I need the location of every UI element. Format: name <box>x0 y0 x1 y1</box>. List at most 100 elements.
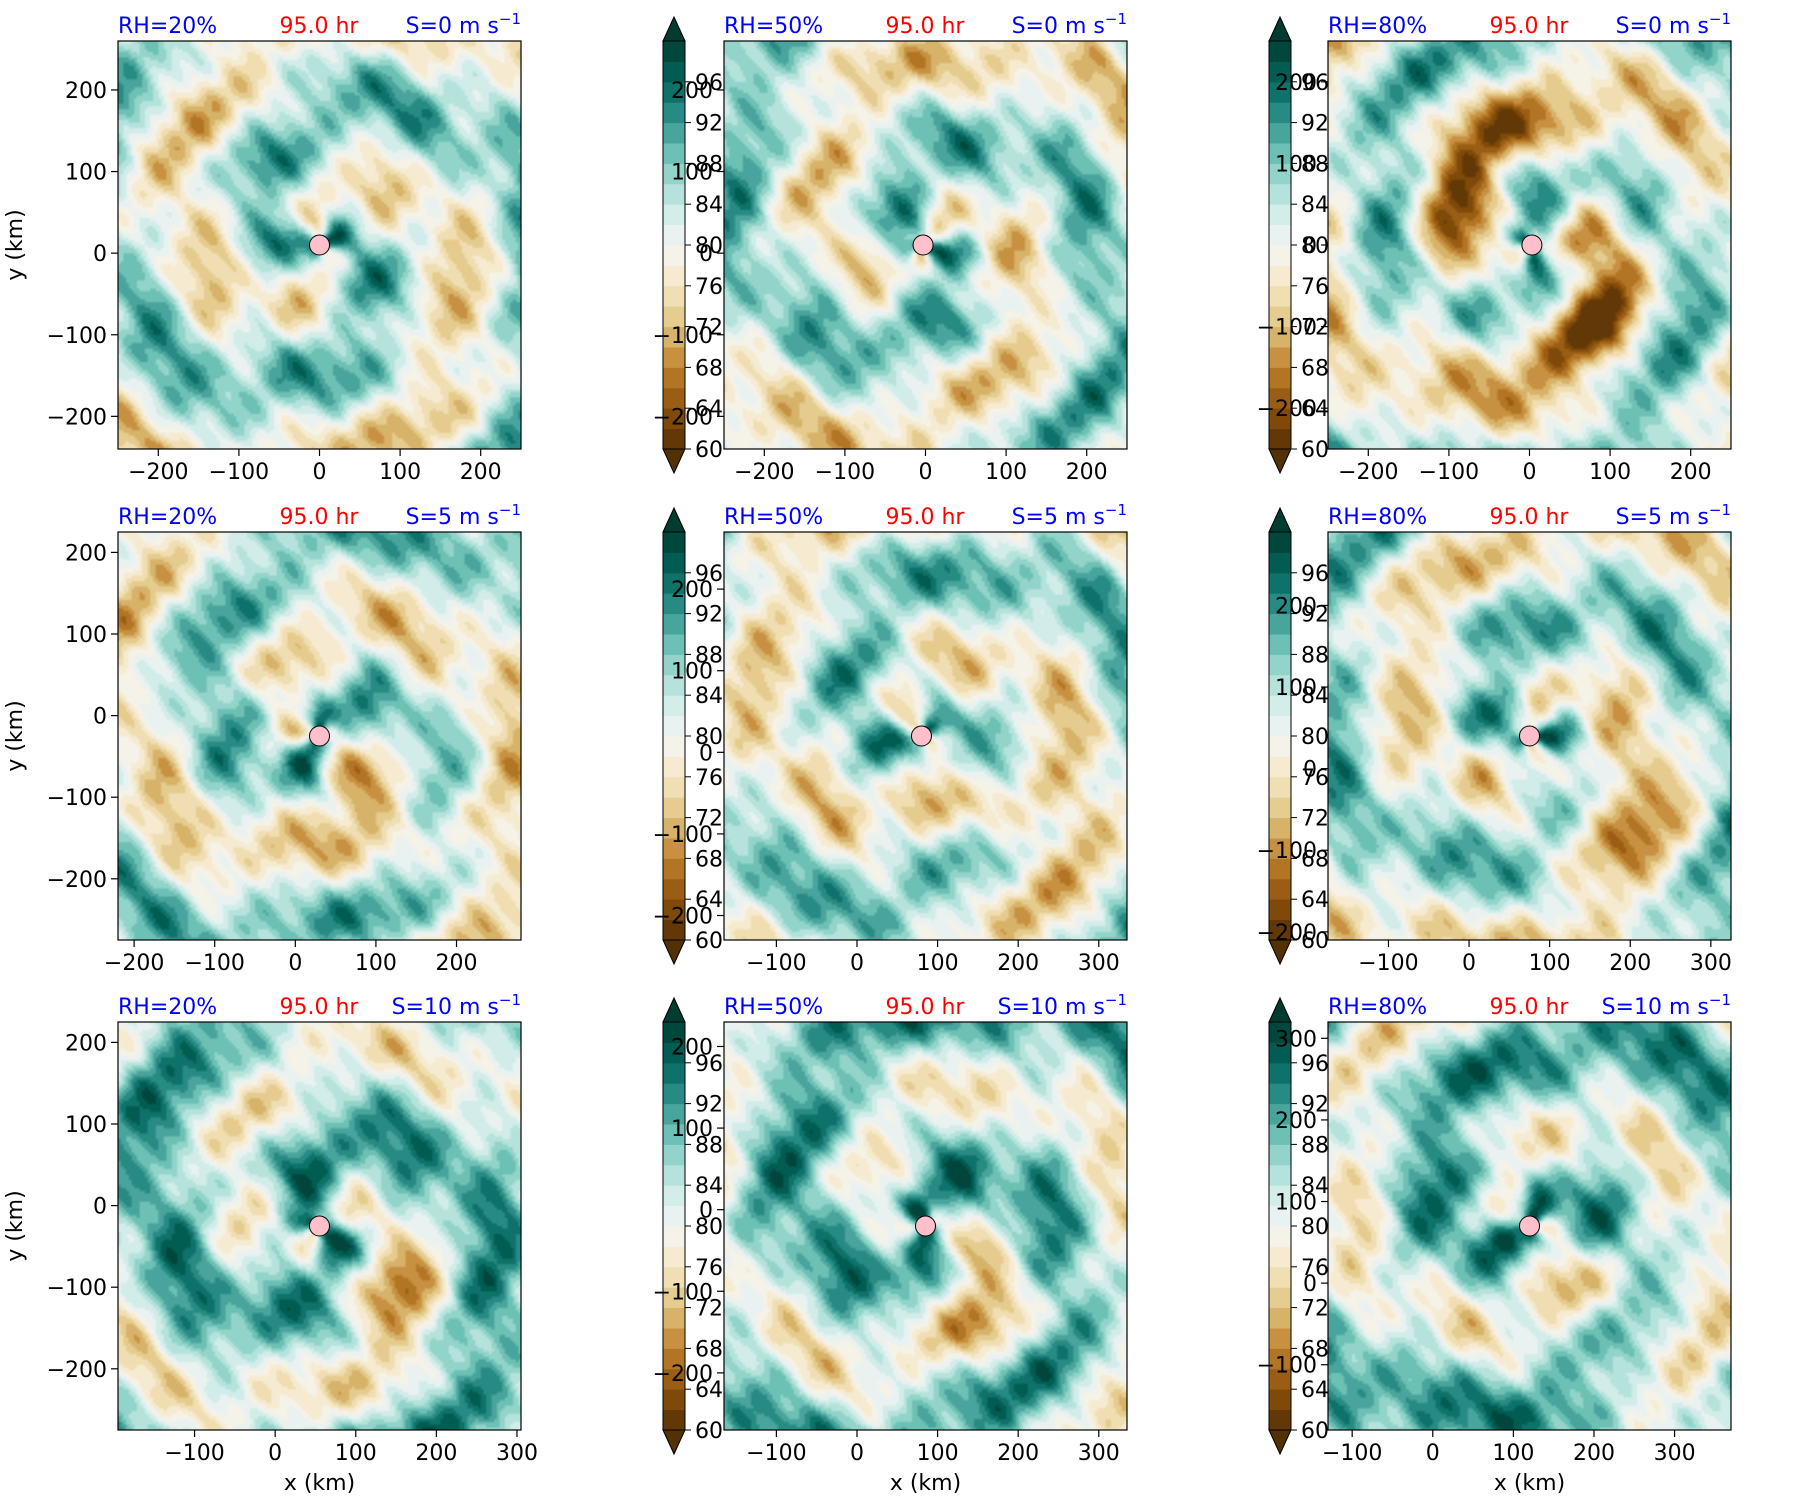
y-axis-label: y (km) <box>3 1190 28 1261</box>
y-tick-label: −200 <box>47 405 107 430</box>
x-tick-label: 200 <box>415 1441 457 1466</box>
colorbar-tick-label: 80 <box>1301 725 1329 750</box>
y-tick-label: −100 <box>653 1280 713 1305</box>
colorbar-tick-label: 64 <box>695 888 723 913</box>
colorbar-level <box>1269 367 1291 389</box>
rh-title: RH=80% <box>1328 505 1427 530</box>
x-tick-label: 200 <box>436 951 478 976</box>
colorbar-level <box>663 1246 685 1268</box>
colorbar-extend-max <box>662 506 686 533</box>
colorbar-tick-label: 76 <box>695 766 723 791</box>
colorbar-level <box>663 593 685 615</box>
storm-center-marker <box>309 1215 330 1237</box>
rh-title: RH=80% <box>1328 995 1427 1020</box>
colorbar-tick-label: 76 <box>1301 1256 1329 1281</box>
colorbar-tick-label: 64 <box>695 397 723 422</box>
time-title: 95.0 hr <box>1490 505 1570 530</box>
colorbar-extend-min <box>662 1429 686 1456</box>
x-tick-label: −100 <box>1322 1441 1382 1466</box>
y-tick-label: 200 <box>671 1035 713 1060</box>
colorbar-tick-label: 76 <box>1301 275 1329 300</box>
colorbar-tick-label: 76 <box>695 275 723 300</box>
colorbar-level <box>663 878 685 900</box>
colorbar-extend-max <box>1268 996 1292 1023</box>
colorbar-tick-label: 96 <box>1301 1052 1329 1077</box>
colorbar-level <box>1269 163 1291 185</box>
y-tick-label: 0 <box>1303 758 1317 783</box>
colorbar-tick-label: 72 <box>1301 316 1329 341</box>
x-tick-label: 100 <box>985 460 1027 485</box>
colorbar-level <box>1269 347 1291 368</box>
colorbar-level <box>1269 1226 1291 1247</box>
colorbar-tick-label: 92 <box>1301 603 1329 628</box>
colorbar-tick-label: 76 <box>695 1256 723 1281</box>
colorbar-tick-label: 68 <box>695 356 723 381</box>
y-tick-label: 200 <box>65 541 107 566</box>
colorbar-level <box>663 245 685 266</box>
y-axis-label: y (km) <box>3 700 28 771</box>
colorbar: 96 92 88 84 80 76 72 68 64 60 <box>1268 15 1329 475</box>
x-axis-label: x (km) <box>1494 1471 1565 1496</box>
colorbar-tick-label: 88 <box>695 643 723 668</box>
shear-title: S=5 m s−1 <box>406 501 521 530</box>
colorbar-level <box>1269 817 1291 839</box>
y-tick-label: 0 <box>699 242 713 267</box>
colorbar-level <box>1269 326 1291 348</box>
colorbar-tick-label: 80 <box>1301 1215 1329 1240</box>
x-tick-label: 0 <box>919 460 933 485</box>
y-tick-label: 200 <box>671 578 713 603</box>
colorbar-tick-label: 80 <box>695 1215 723 1240</box>
colorbar-level <box>663 1287 685 1309</box>
y-tick-label: −100 <box>1257 316 1317 341</box>
colorbar-level <box>1269 81 1291 103</box>
colorbar-level <box>663 899 685 921</box>
colorbar-extend-min <box>662 448 686 475</box>
y-tick-label: 0 <box>1303 1272 1317 1297</box>
colorbar: 96 92 88 84 80 76 72 68 64 60 <box>662 15 723 475</box>
x-tick-label: 100 <box>1589 460 1631 485</box>
colorbar-level <box>663 532 685 553</box>
x-tick-label: −100 <box>815 460 875 485</box>
rh-title: RH=20% <box>118 14 217 39</box>
plot-frame <box>723 531 1128 941</box>
colorbar-level <box>663 715 685 737</box>
x-tick-label: 0 <box>288 951 302 976</box>
colorbar-level <box>1269 634 1291 655</box>
colorbar-tick-label: 92 <box>695 1093 723 1118</box>
colorbar-level <box>1269 736 1291 757</box>
panel-4: −200 −100 0 100 200 200 100 0 −100 −200 RH=20% 95.0… <box>3 501 723 976</box>
colorbar-level <box>663 183 685 205</box>
colorbar-level <box>663 306 685 328</box>
time-title: 95.0 hr <box>280 14 360 39</box>
y-tick-label: 100 <box>1275 676 1317 701</box>
colorbar-level <box>1269 1185 1291 1207</box>
y-tick-label: 200 <box>1275 71 1317 96</box>
colorbar-level <box>1269 41 1291 62</box>
storm-center-marker <box>910 725 932 747</box>
colorbar-level <box>1269 1083 1291 1105</box>
colorbar-level <box>1269 102 1291 124</box>
x-tick-label: 0 <box>1462 951 1476 976</box>
colorbar-level <box>1269 695 1291 717</box>
y-tick-label: 0 <box>699 741 713 766</box>
colorbar-tick-label: 68 <box>1301 356 1329 381</box>
colorbar-level <box>1269 776 1291 798</box>
x-tick-label: −200 <box>128 460 188 485</box>
colorbar-level <box>663 1103 685 1125</box>
colorbar-level <box>663 1307 685 1329</box>
colorbar-level <box>1269 387 1291 409</box>
panel-1: −200 −100 0 100 200 200 100 0 −100 −200 RH=20% 95.0… <box>3 10 723 485</box>
shear-title: S=0 m s−1 <box>1012 10 1127 39</box>
y-tick-label: 100 <box>65 1113 107 1138</box>
colorbar-level <box>663 674 685 696</box>
x-tick-label: 100 <box>1492 1441 1534 1466</box>
colorbar-level <box>663 797 685 819</box>
colorbar-level <box>663 1083 685 1105</box>
colorbar-level <box>1269 306 1291 328</box>
colorbar-level <box>1269 532 1291 553</box>
colorbar-level <box>1269 1307 1291 1329</box>
x-tick-label: 0 <box>850 951 864 976</box>
colorbar: 96 92 88 84 80 76 72 68 64 60 <box>1268 506 1329 966</box>
colorbar-tick-label: 72 <box>1301 1297 1329 1322</box>
